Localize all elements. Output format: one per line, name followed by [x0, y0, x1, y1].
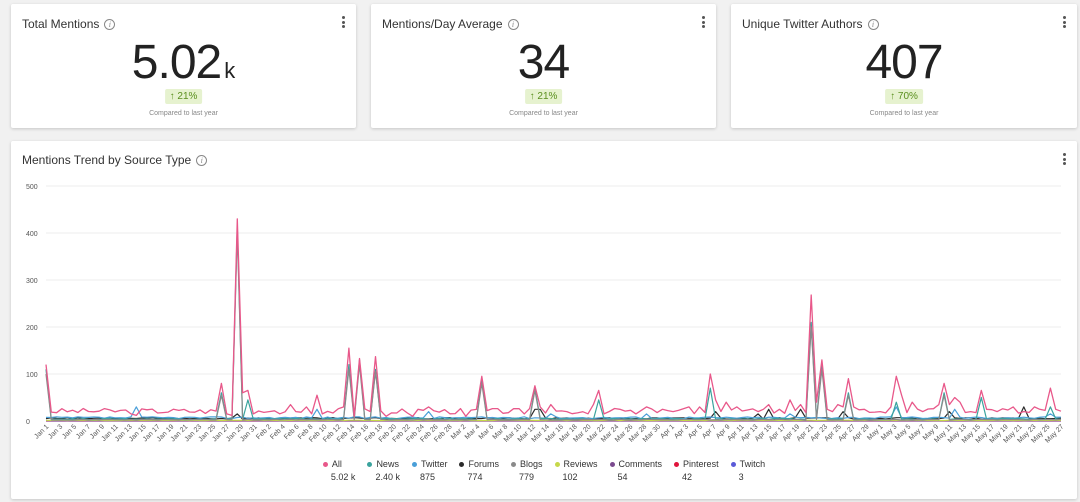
- legend-label: All: [331, 459, 342, 469]
- legend-dot-icon: [411, 461, 417, 467]
- kpi-value: 407: [731, 37, 1077, 89]
- x-tick-label: Jan 1: [33, 423, 50, 440]
- legend-item-news[interactable]: News 2.40 k: [367, 459, 400, 482]
- kpi-compare-text: Compared to last year: [149, 110, 218, 117]
- legend-item-twitter[interactable]: Twitter 875: [411, 459, 448, 482]
- more-menu-icon[interactable]: [698, 15, 708, 29]
- y-tick-label: 300: [26, 278, 38, 285]
- legend-dot-icon: [609, 461, 615, 467]
- x-tick-label: Apr 5: [687, 423, 704, 440]
- series-line-blogs: [45, 232, 1062, 421]
- trend-title: Mentions Trend by Source Type i: [22, 153, 208, 167]
- x-tick-label: Jan 3: [47, 423, 64, 440]
- legend-item-blogs[interactable]: Blogs 779: [511, 459, 543, 482]
- y-tick-label: 200: [26, 325, 38, 332]
- legend-dot-icon: [730, 461, 736, 467]
- legend-item-pinterest[interactable]: Pinterest 42: [674, 459, 719, 482]
- legend-total: 779: [519, 472, 535, 482]
- kpi-card-mentions-day-average: Mentions/Day Average i 34 ↑ 21% Compared…: [371, 4, 716, 128]
- kpi-title: Total Mentions i: [22, 17, 116, 31]
- legend-label: Twitter: [420, 459, 448, 469]
- legend-label: Forums: [468, 459, 499, 469]
- x-tick-label: Apr 3: [673, 423, 690, 440]
- legend-total: 102: [562, 472, 578, 482]
- kpi-value: 5.02 k: [11, 37, 356, 97]
- series-line-news: [45, 225, 1062, 421]
- trend-title-text: Mentions Trend by Source Type: [22, 153, 192, 167]
- kpi-compare-text: Compared to last year: [509, 110, 578, 117]
- legend-dot-icon: [554, 461, 560, 467]
- y-tick-label: 400: [26, 231, 38, 238]
- legend-total: 54: [617, 472, 628, 482]
- kpi-change-badge: ↑ 21%: [164, 89, 203, 104]
- x-tick-label: Apr 1: [659, 423, 676, 440]
- legend-item-comments[interactable]: Comments 54: [609, 459, 663, 482]
- y-tick-label: 0: [26, 419, 30, 426]
- chart-legend: All 5.02 k News 2.40 k Twitter 875 Forums 774 Bl…: [11, 459, 1077, 482]
- x-tick-label: Jan 7: [75, 423, 92, 440]
- kpi-title: Mentions/Day Average i: [382, 17, 519, 31]
- legend-label: News: [376, 459, 399, 469]
- legend-total: 5.02 k: [330, 472, 356, 482]
- series-line-all: [45, 218, 1062, 417]
- legend-total: 875: [419, 472, 435, 482]
- legend-item-twitch[interactable]: Twitch 3: [730, 459, 766, 482]
- mentions-trend-card: Mentions Trend by Source Type i 0 100 200 3…: [11, 141, 1077, 499]
- legend-total: 42: [682, 472, 693, 482]
- info-icon[interactable]: i: [507, 18, 519, 30]
- kpi-title: Unique Twitter Authors i: [742, 17, 879, 31]
- legend-dot-icon: [459, 461, 465, 467]
- legend-item-all[interactable]: All 5.02 k: [322, 459, 356, 482]
- y-tick-label: 100: [26, 372, 38, 379]
- kpi-number: 34: [517, 36, 570, 89]
- legend-label: Blogs: [520, 459, 543, 469]
- kpi-number: 407: [865, 36, 943, 89]
- kpi-card-total-mentions: Total Mentions i 5.02 k ↑ 21% Compared to…: [11, 4, 356, 128]
- info-icon[interactable]: i: [867, 18, 879, 30]
- kpi-card-unique-twitter-authors: Unique Twitter Authors i 407 ↑ 70% Compa…: [731, 4, 1077, 128]
- kpi-number: 5.02: [131, 36, 222, 89]
- legend-label: Twitch: [739, 459, 766, 469]
- kpi-title-text: Total Mentions: [22, 17, 100, 31]
- more-menu-icon[interactable]: [338, 15, 348, 29]
- legend-item-reviews[interactable]: Reviews 102: [554, 459, 598, 482]
- legend-dot-icon: [674, 461, 680, 467]
- legend-total: 2.40 k: [375, 472, 400, 482]
- legend-dot-icon: [367, 461, 373, 467]
- kpi-unit: k: [224, 58, 236, 83]
- legend-item-forums[interactable]: Forums 774: [459, 459, 499, 482]
- more-menu-icon[interactable]: [1059, 15, 1069, 29]
- kpi-change-badge: ↑ 21%: [524, 89, 563, 104]
- legend-total: 3: [738, 472, 744, 482]
- y-tick-label: 500: [26, 184, 38, 191]
- legend-dot-icon: [322, 461, 328, 467]
- more-menu-icon[interactable]: [1059, 152, 1069, 166]
- legend-label: Reviews: [563, 459, 598, 469]
- kpi-change-badge: ↑ 70%: [885, 89, 923, 104]
- info-icon[interactable]: i: [196, 154, 208, 166]
- kpi-value: 34: [371, 37, 716, 89]
- legend-total: 774: [467, 472, 483, 482]
- x-tick-label: Apr 7: [701, 423, 718, 440]
- legend-label: Comments: [618, 459, 663, 469]
- x-tick-label: Jan 5: [61, 423, 78, 440]
- legend-label: Pinterest: [683, 459, 719, 469]
- info-icon[interactable]: i: [104, 18, 116, 30]
- legend-dot-icon: [511, 461, 516, 467]
- kpi-compare-text: Compared to last year: [869, 110, 939, 117]
- kpi-title-text: Mentions/Day Average: [382, 17, 503, 31]
- kpi-title-text: Unique Twitter Authors: [742, 17, 863, 31]
